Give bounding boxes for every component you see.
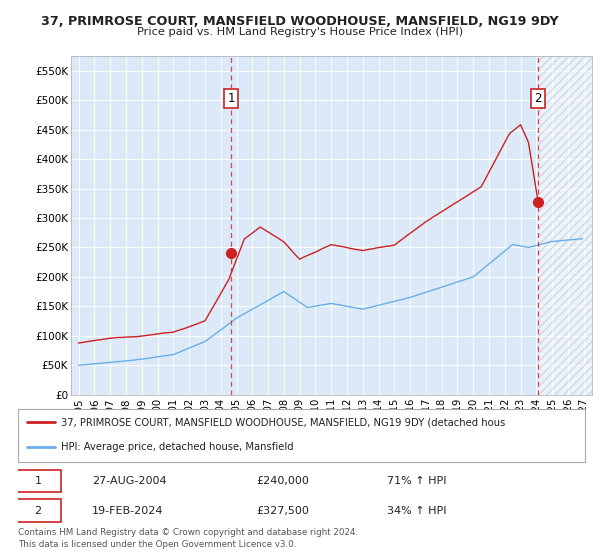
Text: £240,000: £240,000: [256, 476, 309, 486]
Text: 34% ↑ HPI: 34% ↑ HPI: [386, 506, 446, 516]
Text: £327,500: £327,500: [256, 506, 309, 516]
Text: 37, PRIMROSE COURT, MANSFIELD WOODHOUSE, MANSFIELD, NG19 9DY: 37, PRIMROSE COURT, MANSFIELD WOODHOUSE,…: [41, 15, 559, 28]
FancyBboxPatch shape: [15, 470, 61, 492]
Text: 1: 1: [34, 476, 41, 486]
Text: 2: 2: [535, 92, 542, 105]
Text: 37, PRIMROSE COURT, MANSFIELD WOODHOUSE, MANSFIELD, NG19 9DY (detached hous: 37, PRIMROSE COURT, MANSFIELD WOODHOUSE,…: [61, 417, 505, 427]
Text: 1: 1: [227, 92, 235, 105]
Text: HPI: Average price, detached house, Mansfield: HPI: Average price, detached house, Mans…: [61, 442, 293, 452]
Text: Price paid vs. HM Land Registry's House Price Index (HPI): Price paid vs. HM Land Registry's House …: [137, 27, 463, 37]
Text: 19-FEB-2024: 19-FEB-2024: [92, 506, 163, 516]
Text: 2: 2: [34, 506, 41, 516]
Text: Contains HM Land Registry data © Crown copyright and database right 2024.
This d: Contains HM Land Registry data © Crown c…: [18, 528, 358, 549]
Text: 71% ↑ HPI: 71% ↑ HPI: [386, 476, 446, 486]
Bar: [538, 56, 592, 395]
Text: 27-AUG-2004: 27-AUG-2004: [92, 476, 166, 486]
FancyBboxPatch shape: [15, 500, 61, 522]
